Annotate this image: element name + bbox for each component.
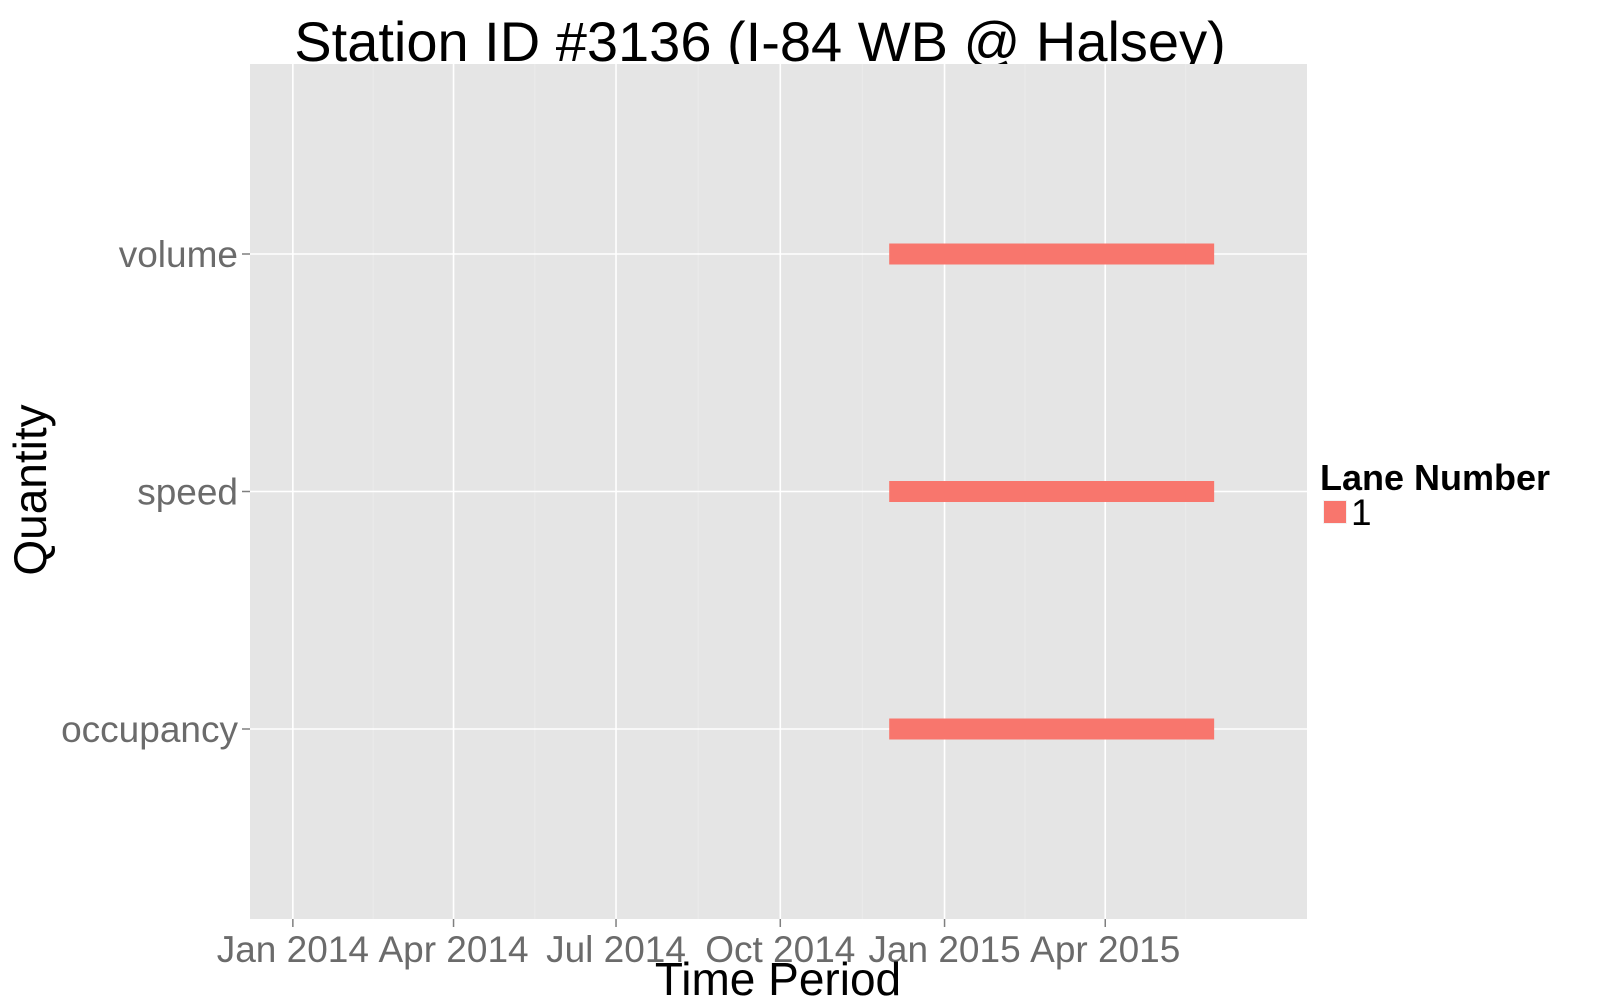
legend-item-label: 1 bbox=[1351, 492, 1372, 533]
bar-segment-volume bbox=[889, 243, 1215, 265]
x-tick-label: Apr 2014 bbox=[378, 929, 528, 970]
x-tick-label: Jul 2014 bbox=[546, 929, 686, 970]
y-tick-label: speed bbox=[137, 472, 238, 513]
legend-title: Lane Number bbox=[1320, 457, 1550, 498]
bar-segment-occupancy bbox=[889, 718, 1215, 740]
legend: Lane Number 1 bbox=[1320, 457, 1550, 533]
bars-layer bbox=[889, 243, 1215, 740]
x-tick-label: Jan 2015 bbox=[868, 929, 1020, 970]
y-tick-label: volume bbox=[119, 234, 238, 275]
x-axis-title: Time Period bbox=[655, 953, 901, 1000]
x-tick-label: Jan 2014 bbox=[217, 929, 369, 970]
x-tick-label: Apr 2015 bbox=[1030, 929, 1180, 970]
bar-segment-speed bbox=[889, 481, 1215, 502]
y-axis: volume speed occupancy bbox=[61, 234, 250, 750]
x-tick-label: Oct 2014 bbox=[705, 929, 855, 970]
legend-items: 1 bbox=[1323, 492, 1372, 533]
chart-title: Station ID #3136 (I-84 WB @ Halsey) bbox=[294, 10, 1225, 73]
y-tick-label: occupancy bbox=[61, 709, 238, 750]
legend-key-swatch bbox=[1324, 501, 1346, 523]
x-axis: Jan 2014 Apr 2014 Jul 2014 Oct 2014 Jan 2015… bbox=[217, 919, 1180, 970]
y-axis-title: Quantity bbox=[4, 404, 56, 575]
